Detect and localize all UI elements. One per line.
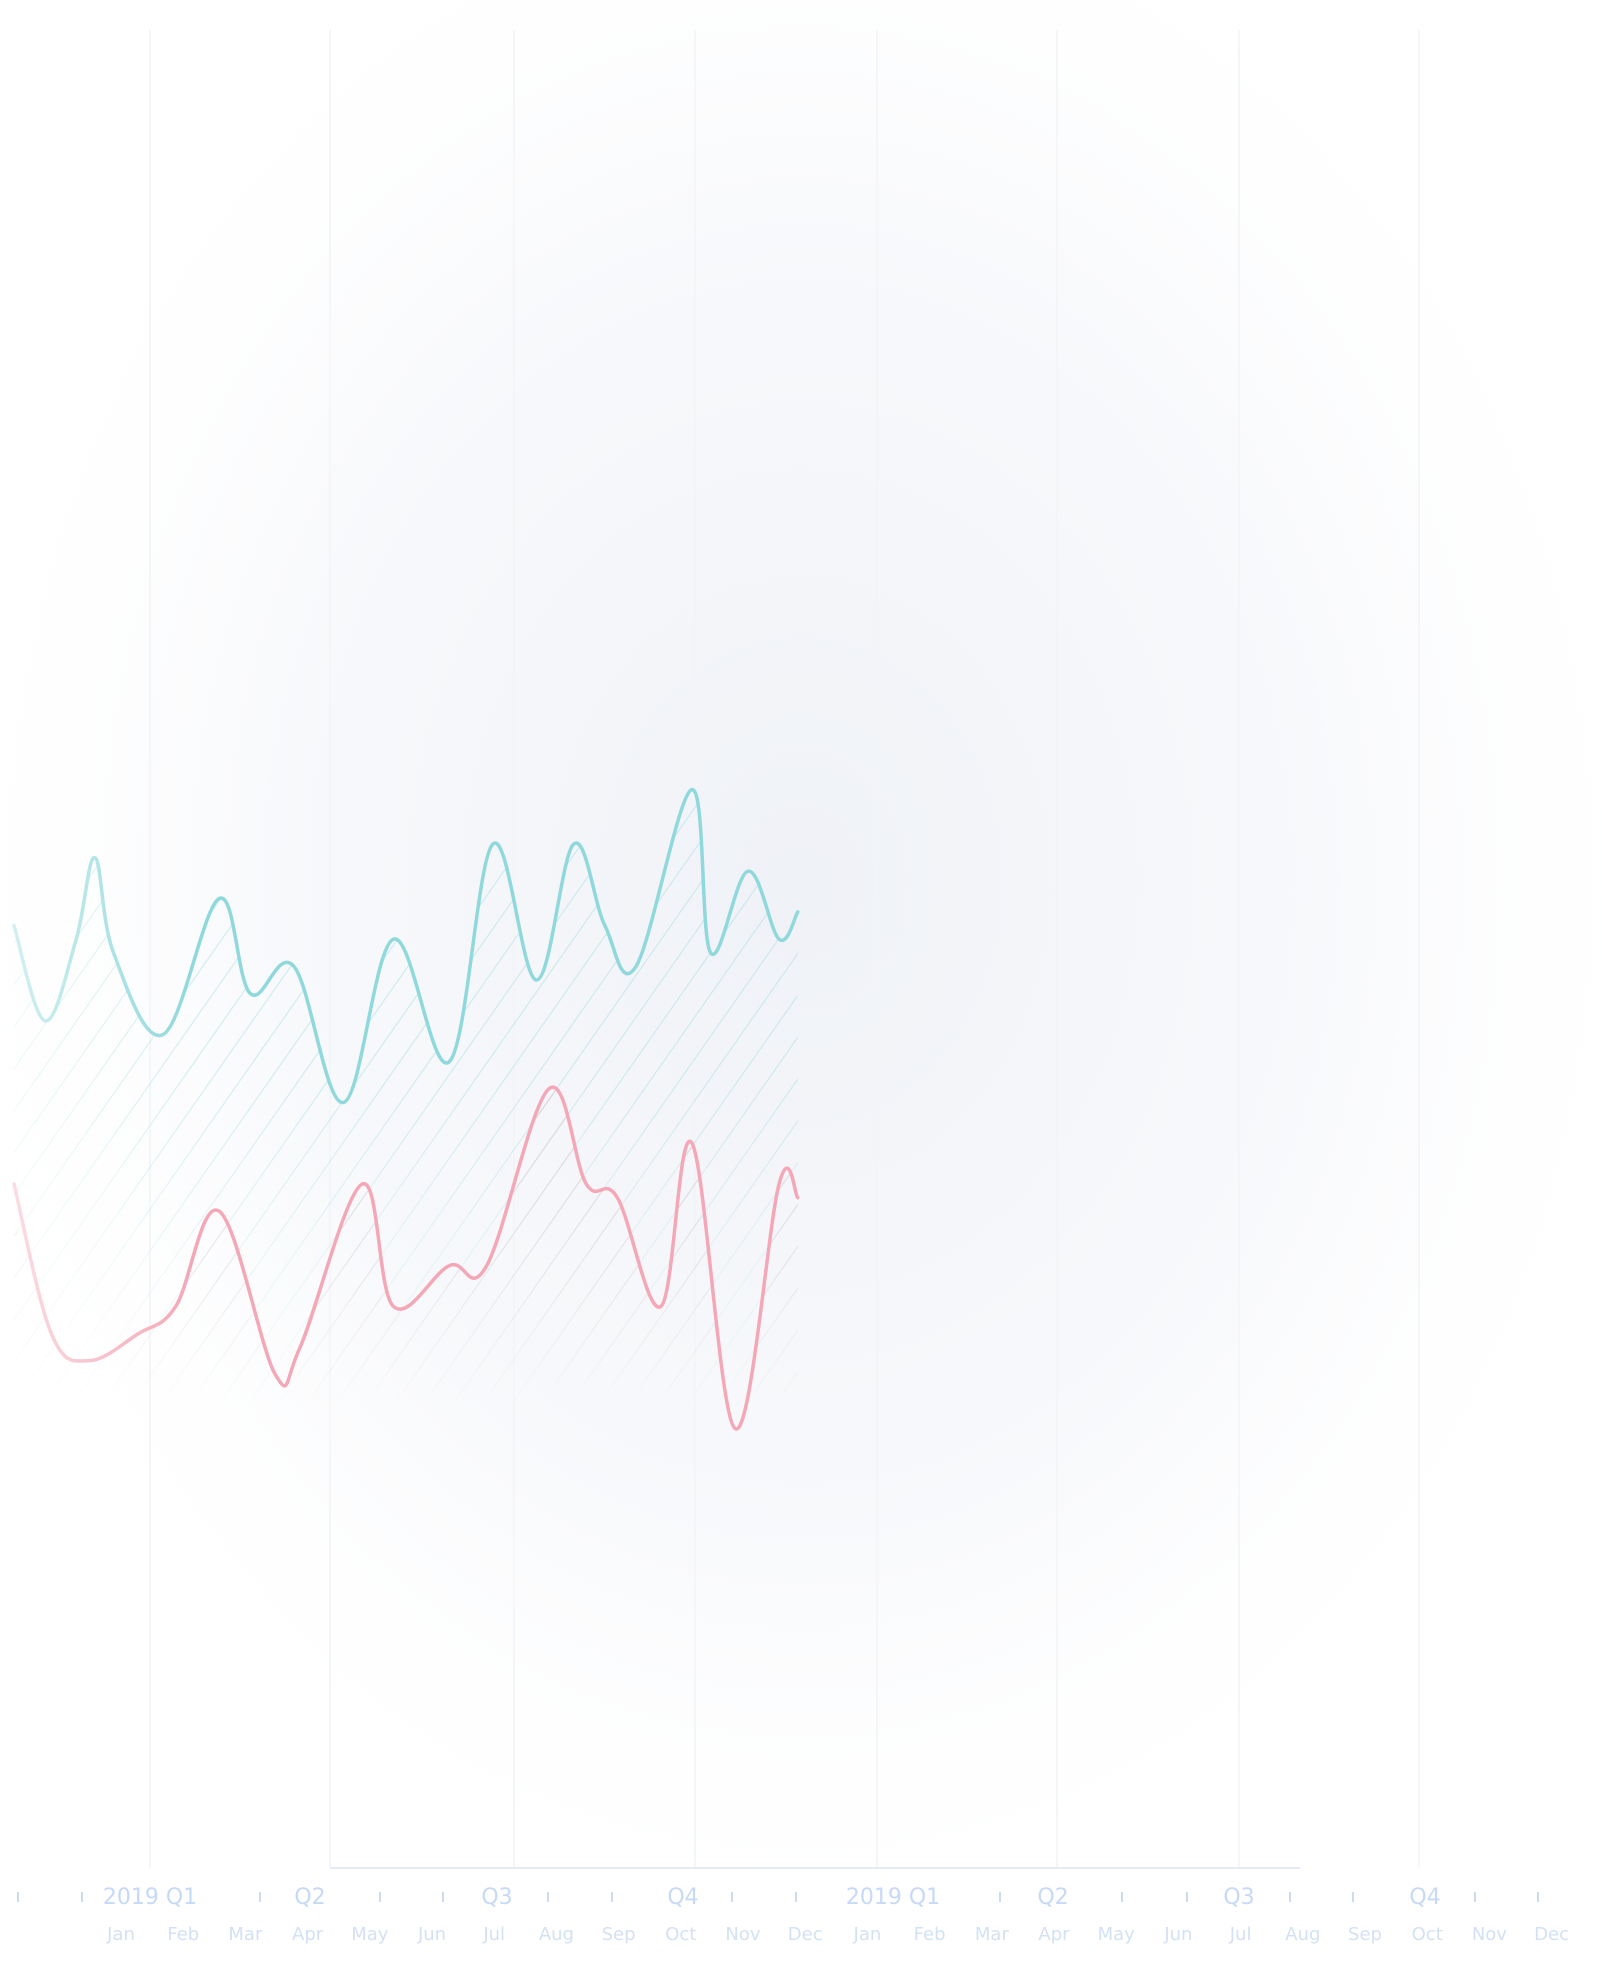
x-axis-month-labels: Jan Feb Mar Apr May Jun Jul Aug Sep Oct Nov Dec Jan F… (106, 1924, 1569, 1945)
month-label: Jul (482, 1924, 505, 1945)
quarter-label: 2019 Q1 (103, 1885, 197, 1910)
month-label: May (1098, 1924, 1136, 1945)
month-label: Apr (292, 1924, 324, 1945)
quarter-label: Q2 (294, 1885, 325, 1910)
month-label: Nov (1472, 1924, 1507, 1945)
month-label: Sep (602, 1924, 636, 1945)
month-label: Dec (788, 1924, 823, 1945)
month-label: May (351, 1924, 389, 1945)
x-axis-quarter-labels: 2019 Q1 Q2 Q3 Q4 2019 Q1 Q2 Q3 Q4 (103, 1885, 1441, 1910)
series-line (12, 787, 800, 1105)
month-label: Nov (725, 1924, 760, 1945)
series-line (12, 1085, 800, 1431)
quarter-label: Q3 (481, 1885, 512, 1910)
month-label: Dec (1534, 1924, 1569, 1945)
month-label: Feb (167, 1924, 199, 1945)
month-label: Mar (228, 1924, 263, 1945)
month-label: Sep (1348, 1924, 1382, 1945)
month-label: Jun (417, 1924, 446, 1945)
series-2 (12, 1085, 800, 1500)
month-label: Jan (106, 1924, 135, 1945)
month-label: Apr (1038, 1924, 1070, 1945)
month-label: Jun (1163, 1924, 1192, 1945)
month-label: Aug (1285, 1924, 1320, 1945)
month-label: Feb (914, 1924, 946, 1945)
quarter-label: Q3 (1223, 1885, 1254, 1910)
quarter-label: Q4 (667, 1885, 698, 1910)
month-label: Jul (1229, 1924, 1252, 1945)
quarter-label: 2019 Q1 (846, 1885, 940, 1910)
quarter-label: Q4 (1409, 1885, 1440, 1910)
quarter-label: Q2 (1037, 1885, 1068, 1910)
month-label: Oct (1412, 1924, 1443, 1945)
x-axis-ticks (17, 1892, 1539, 1902)
series-layer (12, 787, 800, 1500)
month-label: Oct (665, 1924, 696, 1945)
month-label: Jan (853, 1924, 882, 1945)
month-label: Aug (539, 1924, 574, 1945)
month-label: Mar (975, 1924, 1010, 1945)
